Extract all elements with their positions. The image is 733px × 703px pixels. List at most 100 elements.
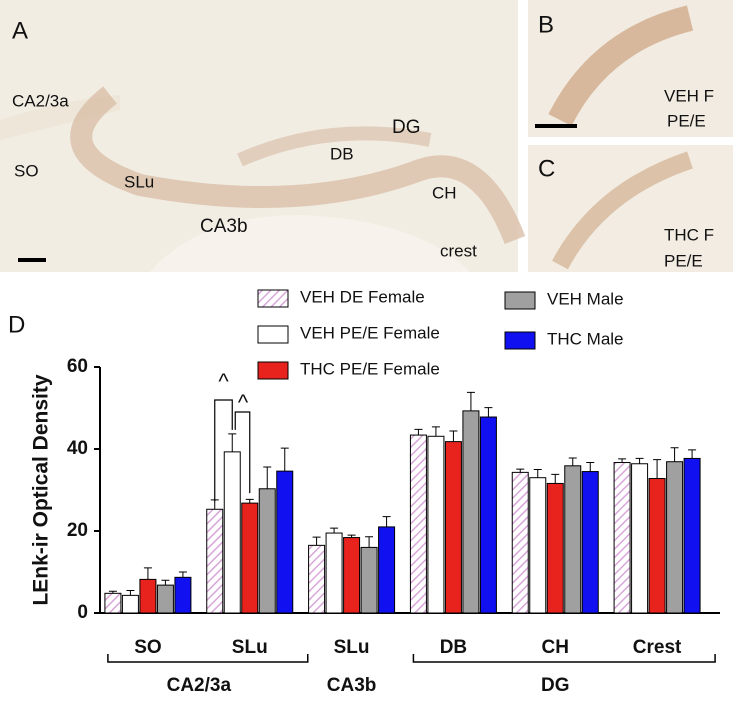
legend-swatch	[504, 291, 536, 310]
bar	[648, 478, 666, 614]
bar	[104, 592, 122, 614]
error-bar	[449, 430, 458, 442]
bar	[139, 578, 157, 614]
region-label: CH	[432, 183, 457, 202]
bar	[174, 576, 192, 614]
bar	[360, 546, 378, 614]
bar	[121, 594, 139, 614]
y-tick-label: 60	[67, 356, 88, 377]
x-tick-label: SLu	[334, 637, 370, 658]
error-bar	[330, 527, 339, 534]
panel-text: PE/E	[664, 251, 703, 270]
error-bar	[466, 391, 475, 411]
significance-bracket	[214, 399, 233, 502]
group-bracket	[412, 654, 716, 663]
group-bracket	[107, 654, 309, 663]
bar	[276, 470, 294, 614]
legend-swatch	[257, 361, 289, 380]
region-label: DB	[330, 144, 354, 163]
bar	[511, 471, 529, 614]
region-label: SO	[14, 161, 39, 180]
bar	[343, 537, 361, 614]
bar	[325, 532, 343, 614]
error-bar	[484, 407, 493, 418]
x-tick-label: SLu	[232, 637, 268, 658]
region-label: DG	[392, 117, 421, 138]
bar	[241, 502, 259, 614]
error-bar	[586, 462, 595, 472]
bar	[223, 451, 241, 614]
region-label: CA3b	[200, 216, 248, 237]
error-bar	[228, 433, 237, 452]
error-bar	[178, 571, 187, 578]
x-tick-label: SO	[134, 637, 161, 658]
significance-bracket	[234, 411, 251, 494]
error-bar	[516, 468, 525, 473]
error-bar	[635, 457, 644, 464]
error-bar	[280, 447, 289, 472]
bar	[529, 477, 547, 614]
micrograph-a	[0, 0, 526, 272]
error-bar	[161, 579, 170, 586]
micrograph-c	[528, 145, 733, 272]
bar	[666, 461, 684, 614]
bar	[378, 526, 396, 614]
region-label: CA2/3a	[12, 91, 69, 110]
legend-swatch	[257, 289, 289, 308]
bar	[613, 462, 631, 614]
panel-label: B	[538, 11, 554, 38]
legend-label: VEH DE Female	[300, 287, 425, 306]
group-label: CA2/3a	[167, 675, 232, 696]
micrograph-b	[528, 0, 733, 137]
error-bar	[245, 498, 254, 504]
panel-label: A	[12, 17, 28, 44]
error-bar	[533, 469, 542, 478]
bar	[409, 434, 427, 614]
error-bar	[382, 516, 391, 527]
bar	[427, 435, 445, 614]
annotation: ^	[218, 369, 229, 394]
panel-text: PE/E	[667, 111, 706, 130]
legend-label: THC PE/E Female	[300, 359, 440, 378]
y-tick-label: 0	[77, 602, 88, 623]
bar	[156, 584, 174, 614]
error-bar	[688, 449, 697, 459]
group-label: CA3b	[327, 675, 377, 696]
bar	[444, 441, 462, 614]
error-bar	[414, 428, 423, 436]
legend-label: VEH PE/E Female	[300, 323, 440, 342]
error-bar	[143, 567, 152, 580]
panel-text: VEH F	[664, 86, 714, 105]
error-bar	[618, 458, 627, 463]
annotation: ^	[238, 390, 249, 415]
x-tick-label: Crest	[633, 637, 682, 658]
error-bar	[126, 589, 135, 596]
error-bar	[263, 466, 272, 489]
bar	[564, 465, 582, 614]
y-tick-label: 40	[67, 438, 88, 459]
panel-label: C	[538, 155, 555, 182]
legend-label: THC Male	[547, 329, 624, 348]
bar	[631, 463, 649, 614]
x-tick-label: DB	[440, 637, 467, 658]
x-tick-label: CH	[542, 637, 569, 658]
legend-swatch	[257, 325, 289, 344]
y-tick-label: 20	[67, 520, 88, 541]
legend-label: VEH Male	[547, 289, 624, 308]
error-bar	[365, 536, 374, 548]
legend-swatch	[504, 331, 536, 350]
bar	[479, 416, 497, 614]
error-bar	[431, 426, 440, 437]
bar	[546, 482, 564, 614]
bar	[581, 471, 599, 614]
region-label: SLu	[124, 172, 154, 191]
bar	[683, 457, 701, 614]
bar	[258, 488, 276, 614]
bar	[206, 508, 224, 614]
bar	[462, 410, 480, 614]
y-axis-title: LEnk-ir Optical Density	[30, 374, 53, 605]
bar	[308, 544, 326, 614]
error-bar	[653, 459, 662, 479]
error-bar	[312, 536, 321, 546]
